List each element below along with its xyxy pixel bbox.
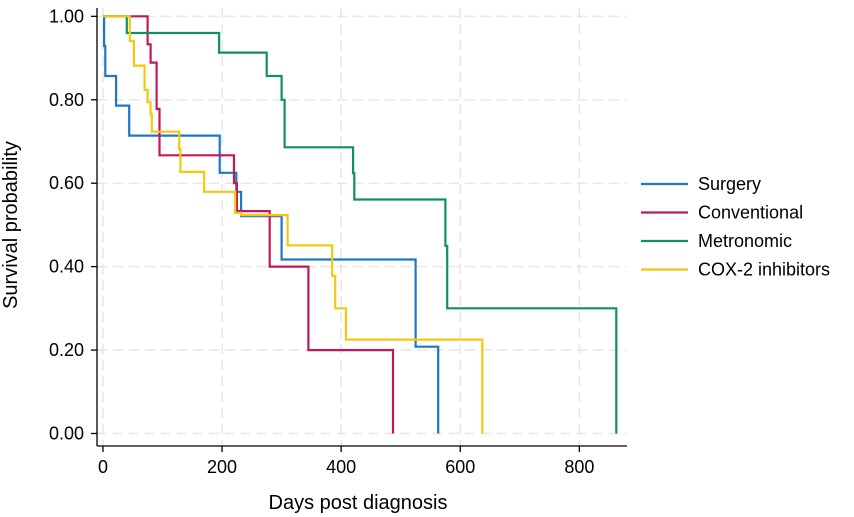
series-line-surgery — [103, 15, 440, 434]
legend-label-conventional: Conventional — [698, 203, 803, 223]
series-line-conventional — [103, 15, 395, 434]
y-tick-label: 0.00 — [49, 423, 84, 443]
y-tick-label: 0.20 — [49, 340, 84, 360]
y-tick-label: 0.60 — [49, 173, 84, 193]
gridlines — [97, 8, 627, 446]
y-tick-label: 0.80 — [49, 90, 84, 110]
x-tick-label: 600 — [445, 457, 475, 477]
x-tick-label: 0 — [98, 457, 108, 477]
x-tick-label: 200 — [207, 457, 237, 477]
series-line-metronomic — [103, 15, 618, 434]
legend-label-metronomic: Metronomic — [698, 231, 792, 251]
series-lines — [103, 15, 618, 434]
series-line-cox-2-inhibitors — [103, 15, 484, 434]
legend-label-surgery: Surgery — [698, 174, 761, 194]
legend: Surgery Conventional Metronomic COX-2 inhib… — [641, 174, 830, 280]
y-tick-label: 1.00 — [49, 6, 84, 26]
x-tick-label: 400 — [326, 457, 356, 477]
axes: 0 200 400 600 800 0.00 0.20 0.40 0.60 0.80 1.00 — [49, 6, 627, 477]
legend-label-cox-2-inhibitors: COX-2 inhibitors — [698, 260, 830, 280]
y-axis-title: Survival probability — [0, 141, 22, 309]
x-tick-label: 800 — [564, 457, 594, 477]
y-tick-label: 0.40 — [49, 257, 84, 277]
x-axis-title: Days post diagnosis — [269, 492, 448, 514]
